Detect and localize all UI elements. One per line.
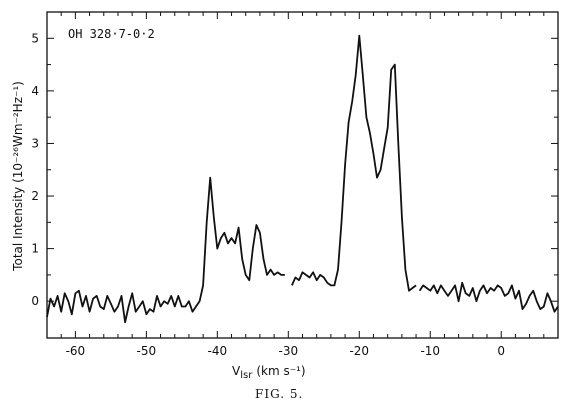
y-tick-labels: 0 1 2 3 4 5 [31,31,39,308]
x-tick-labels: -60 -50 -40 -30 -20 -10 0 [66,344,505,358]
x-tick-label: -50 [137,344,157,358]
x-tick-label: -40 [208,344,228,358]
tick-marks [46,11,559,338]
spectrum-line-segment-2 [291,34,417,292]
x-axis-label-main: V [232,364,241,378]
spectrum-line-segment-1 [46,176,285,324]
y-tick-label: 3 [31,136,39,150]
y-tick-label: 1 [31,242,39,256]
x-tick-label: -30 [279,344,299,358]
y-axis-label: Total Intensity (10⁻²⁶Wm⁻²Hz⁻¹) [11,81,25,272]
x-tick-label: -10 [420,344,440,358]
y-tick-label: 2 [31,189,39,203]
y-tick-label: 5 [31,31,39,45]
x-tick-label: -60 [66,344,86,358]
y-tick-label: 0 [31,294,39,308]
y-tick-label: 4 [31,84,39,98]
source-annotation: OH 328·7-0·2 [68,27,155,41]
series-group [46,34,559,324]
figure-caption: FIG. 5. [255,387,303,401]
x-axis-label-sub: lsr [240,370,253,381]
x-tick-label: 0 [497,344,505,358]
spectrum-line-segment-3 [418,281,559,313]
plot-area [46,11,559,339]
x-tick-label: -20 [349,344,369,358]
x-axis-label: Vlsr (km s⁻¹) [232,364,306,381]
x-axis-label-units: (km s⁻¹) [256,364,305,378]
